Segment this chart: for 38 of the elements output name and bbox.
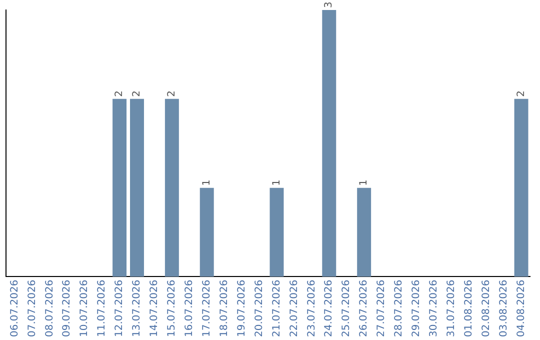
x-tick-label: 25.07.2026 [341,280,352,338]
x-tick-label: 23.07.2026 [306,280,318,338]
x-tick-label: 09.07.2026 [62,280,73,338]
x-tick-label: 02.08.2026 [480,280,492,338]
x-tick-label: 29.07.2026 [411,280,422,338]
x-tick-label: 21.07.2026 [271,280,282,338]
x-tick-label: 26.07.2026 [358,280,370,338]
x-tick-label: 22.07.2026 [288,280,300,338]
x-tick-label: 01.08.2026 [463,280,474,338]
x-tick-label: 11.07.2026 [96,280,108,338]
data-label: 1 [358,179,370,186]
data-label: 2 [132,90,143,97]
x-tick-label: 14.07.2026 [149,280,160,338]
x-tick-label: 03.08.2026 [498,280,510,338]
x-tick-label: 10.07.2026 [79,280,90,338]
x-tick-label: 07.07.2026 [26,280,38,338]
x-tick-label: 08.07.2026 [44,280,56,338]
data-label: 3 [324,2,335,8]
x-tick-label: 16.07.2026 [184,280,195,338]
x-tick-label: 24.07.2026 [324,280,335,338]
x-tick-label: 31.07.2026 [446,280,457,338]
x-tick-label: 20.07.2026 [254,280,265,338]
x-tick-label: 27.07.2026 [376,280,388,338]
x-tick-label: 13.07.2026 [132,280,143,338]
x-tick-label: 18.07.2026 [218,280,230,338]
data-label: 2 [516,90,527,97]
x-tick-label: 06.07.2026 [9,280,20,338]
x-tick-label: 28.07.2026 [394,280,405,338]
x-tick-label: 30.07.2026 [428,280,440,338]
x-tick-label: 17.07.2026 [201,280,212,338]
x-tick-label: 04.08.2026 [516,280,527,338]
data-label: 1 [201,179,212,186]
x-tick-label: 12.07.2026 [114,280,126,338]
data-label: 1 [271,179,282,186]
data-label: 2 [114,90,126,97]
data-label: 2 [166,90,178,97]
x-tick-label: 15.07.2026 [166,280,178,338]
x-tick-label: 19.07.2026 [236,280,248,338]
